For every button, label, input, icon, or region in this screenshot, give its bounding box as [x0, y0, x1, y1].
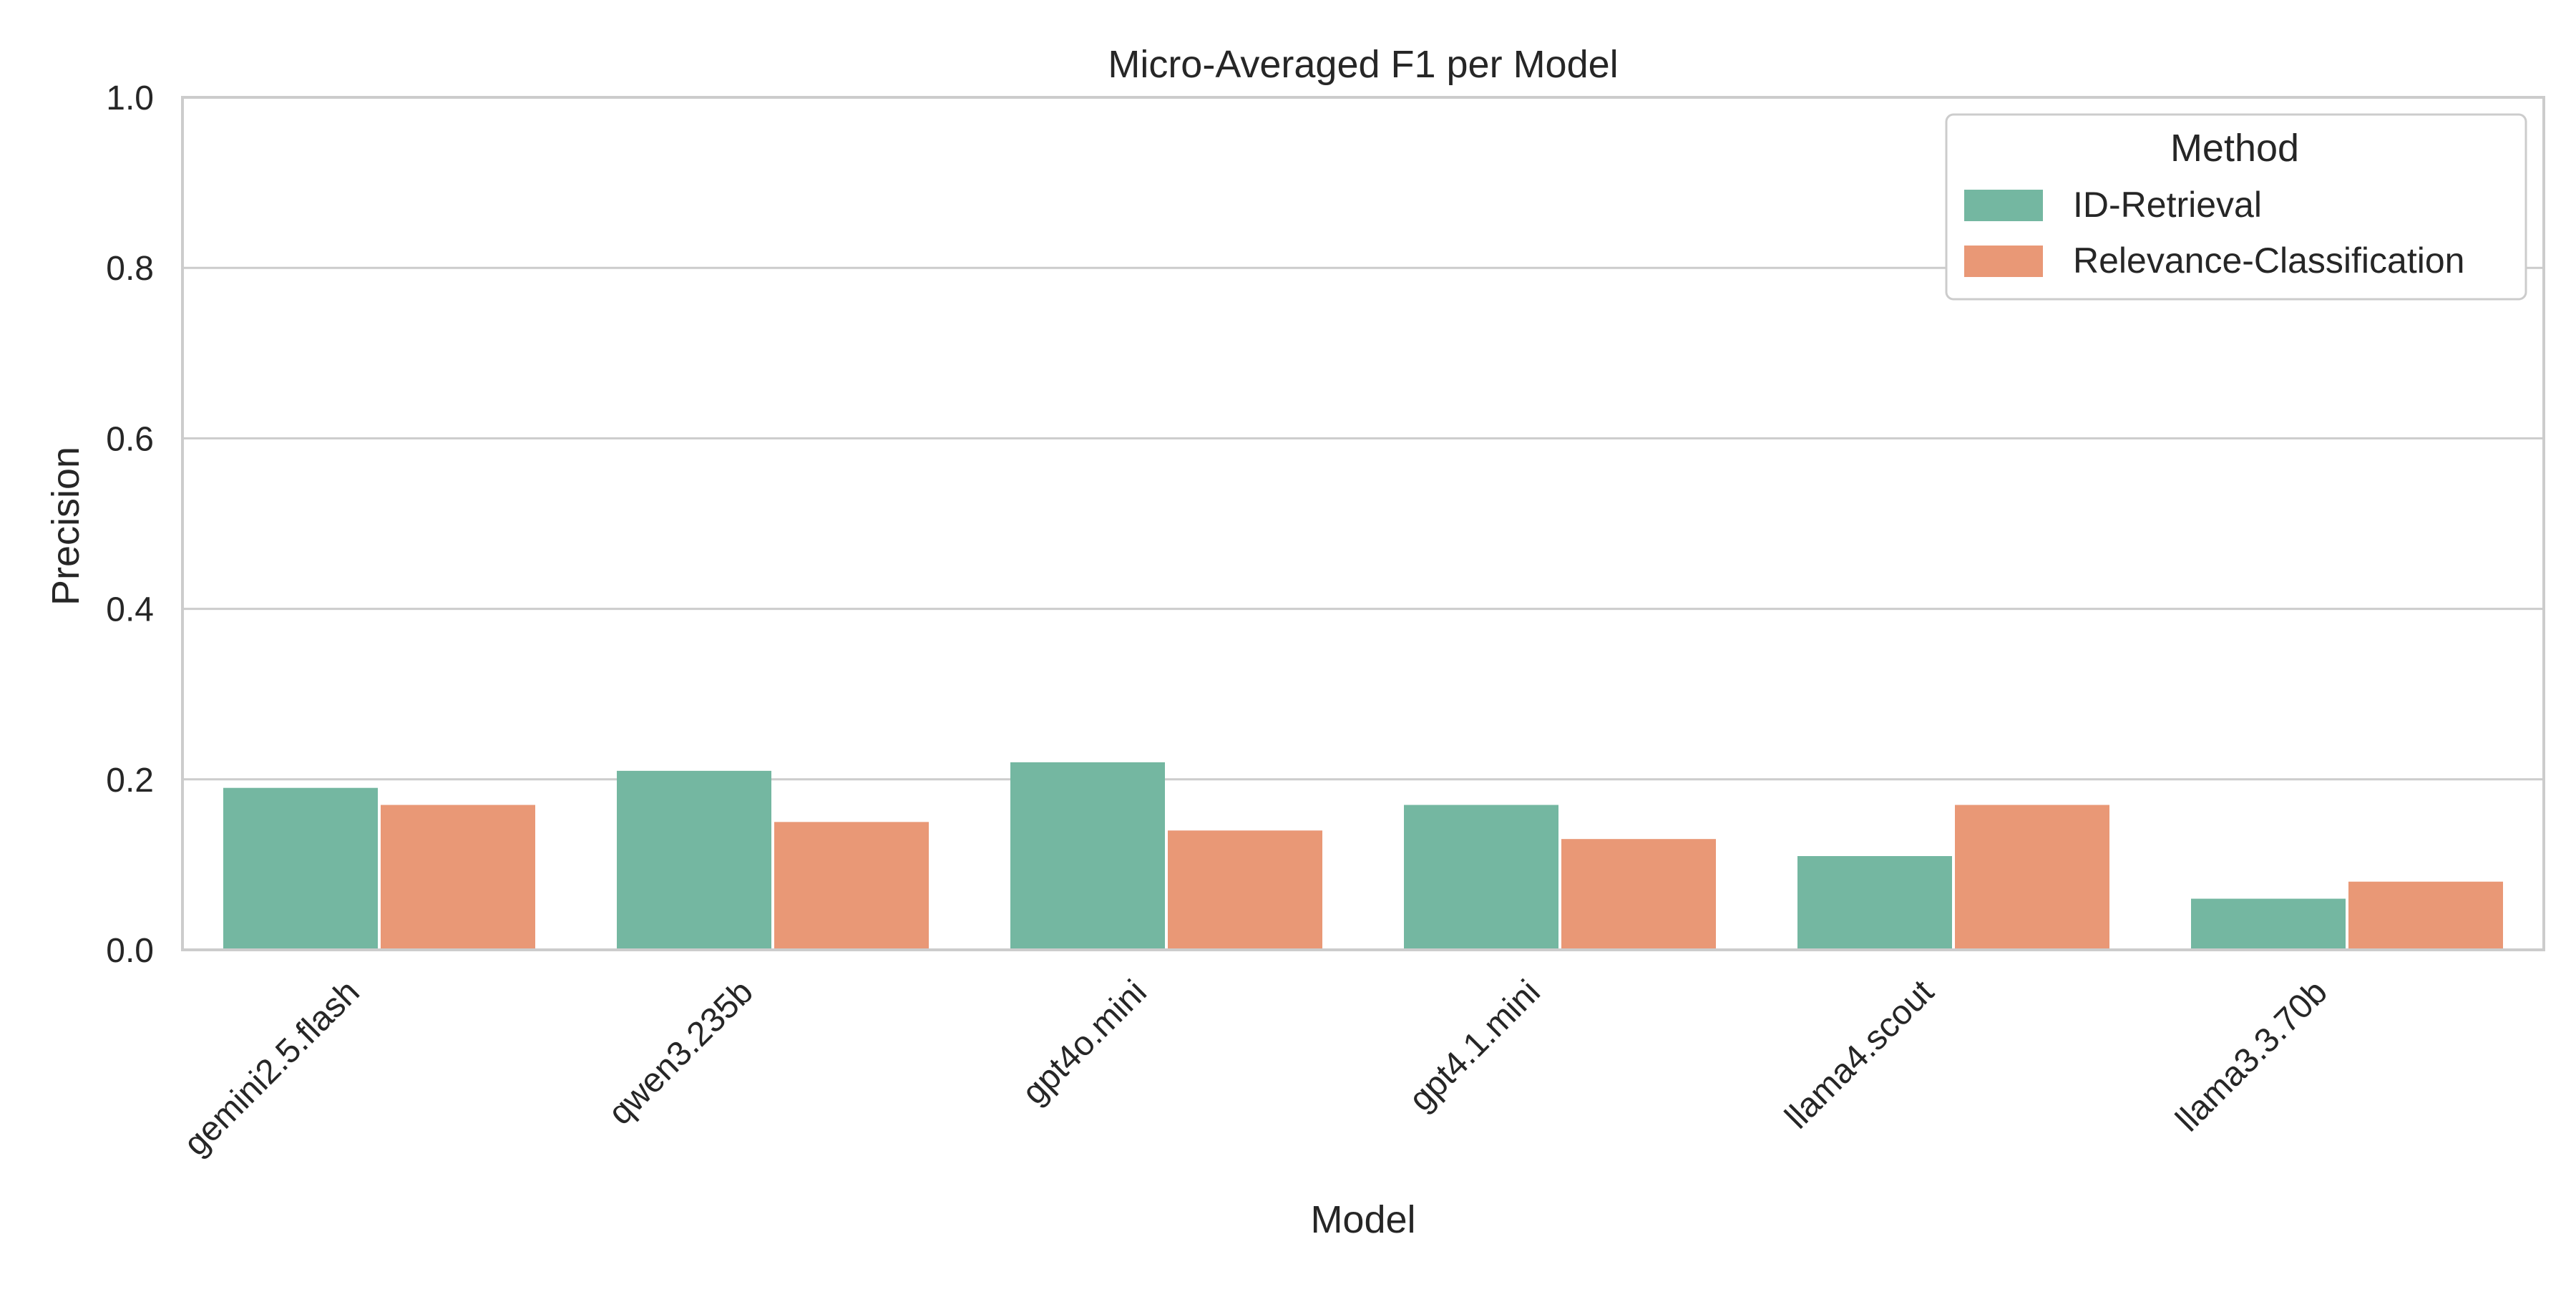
x-tick-label: gemini2.5.flash: [177, 973, 367, 1163]
plot-frame: [181, 96, 2545, 951]
x-tick-label: qwen3.235b: [601, 973, 760, 1132]
y-axis-label: Precision: [44, 447, 87, 606]
chart-title: Micro-Averaged F1 per Model: [1108, 43, 1618, 86]
x-tick-labels: gemini2.5.flash qwen3.235b gpt4o.mini gpt4.…: [177, 973, 2335, 1163]
x-tick-label: gpt4.1.mini: [1402, 973, 1548, 1119]
x-tick-label: llama4.scout: [1778, 973, 1941, 1136]
bar-id-retrieval: [1404, 805, 1558, 950]
legend-swatch: [1964, 190, 2043, 221]
bar-relevance-classification: [1168, 830, 1322, 950]
bar-relevance-classification: [381, 805, 535, 950]
x-tick-label: llama3.3.70b: [2169, 973, 2335, 1139]
y-tick-label: 0.0: [106, 932, 154, 970]
y-tick-label: 0.6: [106, 420, 154, 458]
bar-relevance-classification: [2348, 881, 2503, 950]
y-tick-label: 0.4: [106, 591, 154, 629]
legend: Method ID-Retrieval Relevance-Classificat…: [1945, 113, 2527, 301]
y-tick-labels: 0.0 0.2 0.4 0.6 0.8 1.0: [106, 79, 154, 970]
bar-relevance-classification: [1955, 805, 2109, 950]
x-tick-label: gpt4o.mini: [1015, 973, 1154, 1112]
legend-label: Relevance-Classification: [2073, 241, 2464, 281]
bar-relevance-classification: [1561, 839, 1716, 950]
bar-id-retrieval: [2191, 898, 2346, 950]
legend-title: Method: [2170, 127, 2299, 170]
bar-id-retrieval: [1010, 762, 1165, 950]
legend-swatch: [1964, 246, 2043, 277]
legend-box: [1945, 113, 2527, 301]
bars: [223, 762, 2503, 950]
bar-id-retrieval: [617, 770, 771, 950]
legend-label: ID-Retrieval: [2073, 185, 2262, 225]
bar-id-retrieval: [1797, 855, 1952, 950]
x-axis-label: Model: [1310, 1198, 1415, 1241]
y-tick-label: 0.2: [106, 762, 154, 800]
bar-relevance-classification: [774, 822, 929, 950]
legend-entries: ID-Retrieval Relevance-Classification: [1964, 185, 2464, 281]
y-tick-label: 0.8: [106, 250, 154, 288]
y-tick-label: 1.0: [106, 79, 154, 117]
bar-id-retrieval: [223, 787, 378, 950]
